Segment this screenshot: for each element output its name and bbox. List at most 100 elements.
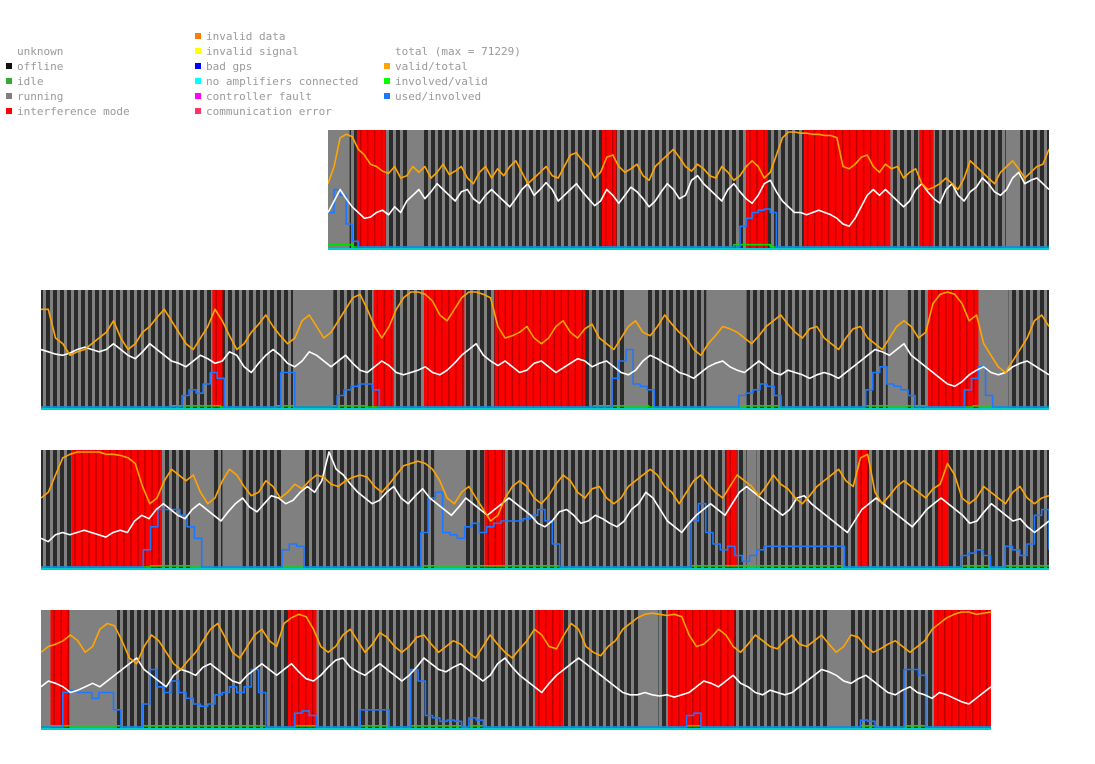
- status-stripe: [995, 130, 998, 250]
- status-stripe: [400, 610, 403, 730]
- interference-stripe: [929, 130, 931, 250]
- interference-stripe: [60, 610, 62, 730]
- status-stripe: [631, 450, 634, 570]
- status-stripe: [827, 450, 830, 570]
- status-stripe: [519, 130, 522, 250]
- status-stripe: [554, 130, 557, 250]
- status-stripe: [358, 610, 361, 730]
- status-stripe: [792, 290, 795, 410]
- status-stripe: [652, 290, 655, 410]
- status-segment-interference: [601, 130, 617, 250]
- status-stripe: [386, 130, 389, 250]
- interference-stripe: [511, 290, 514, 410]
- interference-stripe: [312, 610, 314, 730]
- status-stripe: [575, 130, 578, 250]
- status-stripe: [932, 610, 935, 730]
- status-stripe: [659, 130, 662, 250]
- status-stripe: [316, 610, 319, 730]
- interference-stripe: [813, 130, 816, 250]
- status-stripe: [589, 290, 592, 410]
- legend-item-invalid-signal: invalid signal: [195, 46, 299, 58]
- status-stripe: [512, 450, 515, 570]
- status-stripe: [274, 290, 277, 410]
- status-stripe: [953, 450, 956, 570]
- status-segment-running: [706, 290, 747, 410]
- status-segment-running: [625, 290, 646, 410]
- interference-stripe: [380, 130, 383, 250]
- status-stripe: [421, 130, 424, 250]
- status-stripe: [771, 450, 774, 570]
- status-stripe: [99, 290, 102, 410]
- legend-item-used-involved: used/involved: [384, 91, 481, 103]
- status-stripe: [1037, 450, 1040, 570]
- interference-stripe: [941, 450, 943, 570]
- status-stripe: [911, 290, 914, 410]
- status-stripe: [197, 610, 200, 730]
- status-stripe: [911, 130, 914, 250]
- status-stripe: [435, 610, 438, 730]
- status-stripe: [890, 130, 893, 250]
- status-stripe: [1023, 450, 1026, 570]
- interference-stripe: [215, 290, 217, 410]
- interference-stripe: [222, 290, 224, 410]
- status-stripe: [855, 450, 858, 570]
- interference-stripe: [611, 130, 614, 250]
- status-stripe: [806, 450, 809, 570]
- interference-stripe: [305, 610, 307, 730]
- status-stripe: [498, 610, 501, 730]
- status-stripe: [778, 450, 781, 570]
- status-segment-interference: [288, 610, 317, 730]
- status-stripe: [204, 290, 207, 410]
- status-stripe: [225, 290, 228, 410]
- status-stripe: [610, 610, 613, 730]
- status-stripe: [246, 450, 249, 570]
- status-stripe: [533, 610, 536, 730]
- interference-stripe: [366, 130, 369, 250]
- status-stripe: [701, 130, 704, 250]
- status-stripe: [589, 130, 592, 250]
- status-stripe: [582, 130, 585, 250]
- timeline-strip-4: [41, 610, 991, 730]
- status-stripe: [764, 610, 767, 730]
- interference-stripe: [948, 450, 950, 570]
- interference-stripe: [427, 290, 429, 410]
- status-stripe: [57, 290, 60, 410]
- interference-stripe: [553, 290, 556, 410]
- status-stripe: [106, 290, 109, 410]
- status-stripe: [428, 450, 431, 570]
- status-stripe: [680, 290, 683, 410]
- status-stripe: [491, 610, 494, 730]
- status-stripe: [785, 290, 788, 410]
- status-stripe: [967, 130, 970, 250]
- interference-stripe: [862, 130, 865, 250]
- status-stripe: [50, 290, 53, 410]
- status-stripe: [428, 610, 431, 730]
- interference-stripe: [922, 130, 924, 250]
- status-stripe: [869, 290, 872, 410]
- interference-stripe: [574, 290, 577, 410]
- status-stripe: [141, 290, 144, 410]
- interference-stripe: [727, 610, 729, 730]
- interference-stripe: [706, 610, 708, 730]
- status-stripe: [267, 290, 270, 410]
- status-stripe: [813, 610, 816, 730]
- status-stripe: [687, 450, 690, 570]
- interference-stripe: [102, 450, 104, 570]
- interference-stripe: [74, 450, 76, 570]
- series-line-used-involved: [41, 491, 1049, 568]
- status-stripe: [974, 130, 977, 250]
- status-stripe: [876, 610, 879, 730]
- interference-stripe: [869, 130, 872, 250]
- status-stripe: [337, 450, 340, 570]
- status-stripe: [694, 130, 697, 250]
- status-stripe: [904, 450, 907, 570]
- interference-stripe: [151, 450, 153, 570]
- status-segment-interference: [803, 130, 891, 250]
- status-stripe: [680, 450, 683, 570]
- status-stripe: [575, 450, 578, 570]
- interference-stripe: [749, 130, 751, 250]
- status-segment-interference: [535, 610, 564, 730]
- status-stripe: [64, 450, 67, 570]
- status-stripe: [260, 290, 263, 410]
- legend-swatch: [195, 93, 201, 99]
